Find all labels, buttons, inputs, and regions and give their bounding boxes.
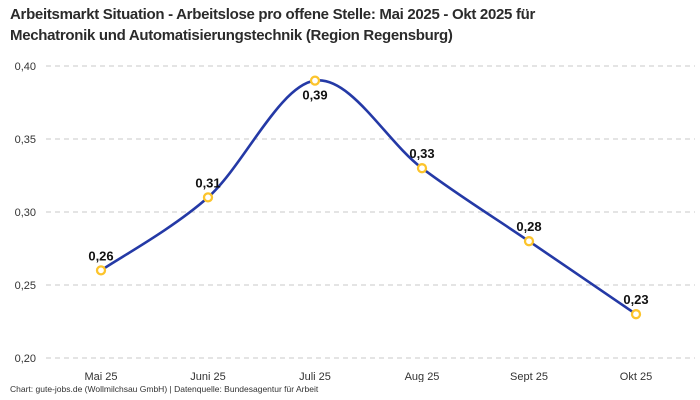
y-tick-label: 0,35 [15,134,36,146]
data-point-marker [309,75,321,86]
y-tick-label: 0,25 [15,280,36,292]
data-point-marker [416,163,428,174]
data-point-label: 0,26 [88,248,113,263]
chart-title-line1: Arbeitsmarkt Situation - Arbeitslose pro… [10,6,536,23]
data-point-marker [523,236,535,247]
x-tick-label: Okt 25 [620,371,652,382]
x-tick-label: Sept 25 [510,371,548,382]
data-point-marker [630,309,642,320]
y-tick-label: 0,40 [15,61,36,73]
y-tick-label: 0,20 [15,353,36,365]
line-chart: 0,20 0,25 0,30 0,35 0,40 Mai 25 Juni 25 Juli 25… [15,61,695,382]
data-point-label: 0,28 [516,219,541,234]
x-tick-label: Juni 25 [190,371,225,382]
y-tick-label: 0,30 [15,207,36,219]
data-point-label: 0,23 [623,292,648,307]
data-point-label: 0,31 [195,175,220,190]
data-point-marker [95,265,107,276]
data-point-label: 0,39 [302,88,327,103]
chart-title: Arbeitsmarkt Situation - Arbeitslose pro… [10,4,695,46]
x-tick-label: Mai 25 [84,371,117,382]
chart-title-line2: Mechatronik und Automatisierungstechnik … [10,27,453,44]
data-point-marker [202,192,214,203]
data-point-label: 0,33 [409,146,434,161]
x-tick-label: Aug 25 [405,371,440,382]
trend-line [99,79,638,316]
chart-credit: Chart: gute-jobs.de (Wollmilchsau GmbH) … [10,384,319,394]
x-tick-label: Juli 25 [299,371,331,382]
